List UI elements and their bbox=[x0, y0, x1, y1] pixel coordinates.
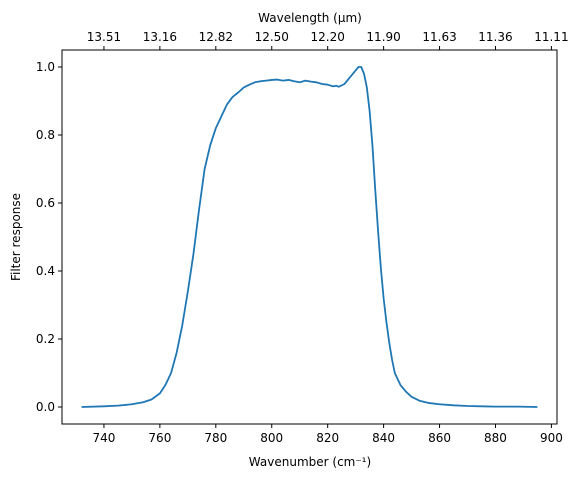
x-tick-label: 840 bbox=[372, 431, 395, 445]
top-tick-label: 12.82 bbox=[199, 30, 233, 44]
top-tick-label: 13.51 bbox=[87, 30, 121, 44]
plot-frame bbox=[61, 49, 558, 425]
top-tick-label: 11.36 bbox=[478, 30, 512, 44]
y-tick-label: 1.0 bbox=[36, 60, 55, 74]
top-axis-label: Wavelength (μm) bbox=[258, 11, 362, 25]
x-tick-label: 880 bbox=[484, 431, 507, 445]
top-tick-label: 12.20 bbox=[310, 30, 344, 44]
y-tick-label: 0.8 bbox=[36, 128, 55, 142]
left-axis-ticks: 0.0 0.2 0.4 0.6 0.8 1.0 bbox=[36, 60, 62, 414]
x-tick-label: 800 bbox=[260, 431, 283, 445]
top-tick-label: 13.16 bbox=[143, 30, 177, 44]
y-tick-label: 0.0 bbox=[36, 400, 55, 414]
x-tick-label: 760 bbox=[148, 431, 171, 445]
filter-response-line bbox=[81, 66, 538, 408]
x-tick-label: 860 bbox=[428, 431, 451, 445]
y-tick-label: 0.4 bbox=[36, 264, 55, 278]
y-axis-label: Filter response bbox=[9, 193, 23, 281]
bottom-axis-ticks: 740 760 780 800 820 840 860 880 900 bbox=[92, 424, 563, 445]
top-tick-label: 12.50 bbox=[255, 30, 289, 44]
x-tick-label: 780 bbox=[204, 431, 227, 445]
x-tick-label: 900 bbox=[540, 431, 563, 445]
y-tick-label: 0.6 bbox=[36, 196, 55, 210]
top-axis-ticks: 13.51 13.16 12.82 12.50 12.20 11.90 11.63 11.36… bbox=[87, 30, 569, 50]
x-axis-label: Wavenumber (cm⁻¹) bbox=[249, 455, 371, 469]
x-tick-label: 820 bbox=[316, 431, 339, 445]
y-tick-label: 0.2 bbox=[36, 332, 55, 346]
top-tick-label: 11.90 bbox=[366, 30, 400, 44]
x-tick-label: 740 bbox=[92, 431, 115, 445]
top-tick-label: 11.11 bbox=[534, 30, 568, 44]
top-tick-label: 11.63 bbox=[422, 30, 456, 44]
